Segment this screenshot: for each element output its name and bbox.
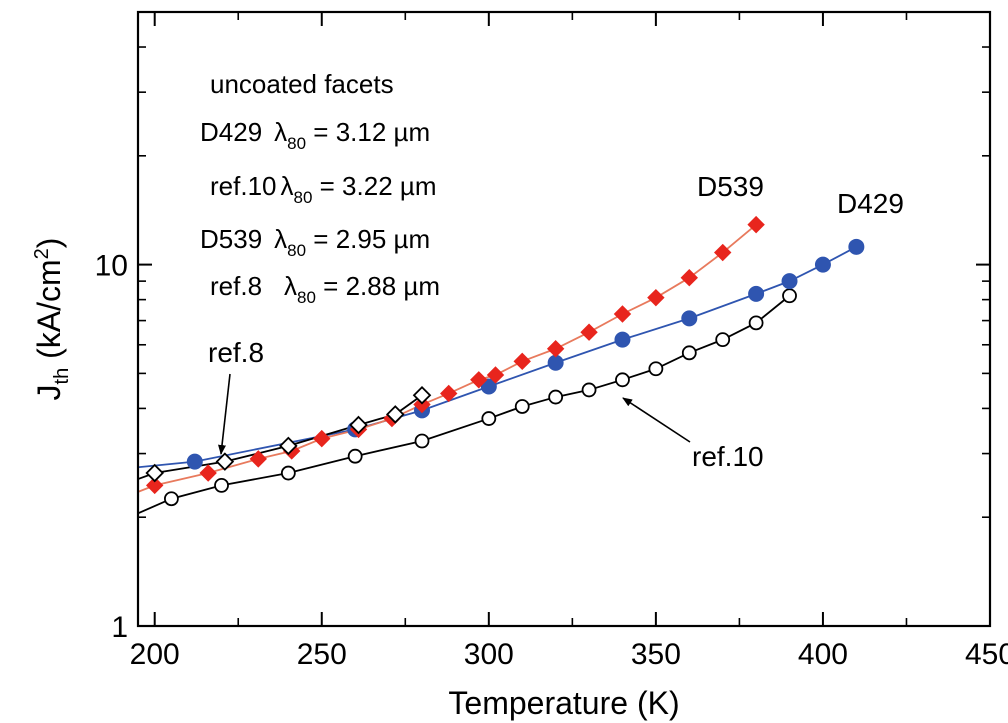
data-point [440,384,458,403]
y-axis-title-main: J [31,384,67,400]
data-point [413,395,431,414]
data-point [680,268,699,287]
x-tick-label: 400 [798,638,848,671]
data-point [614,331,631,348]
data-point [414,433,430,449]
data-point [480,378,497,395]
series-label-ref8: ref.8 [208,337,264,368]
data-point [412,385,432,405]
data-point [313,429,331,448]
annotation-sample: D539 [200,224,262,254]
series-line [138,394,423,480]
data-point [547,354,564,371]
data-point [279,436,298,456]
data-point [280,465,296,481]
data-point [848,238,865,255]
data-point [681,345,697,361]
data-point [186,453,203,470]
data-point [782,288,797,304]
data-point [214,477,229,493]
y-tick-label: 1 [111,611,128,644]
data-point [613,305,632,323]
marker-layer [145,215,865,507]
y-axis-title-unit-open: (kA/cm [31,259,67,367]
y-tick-label: 10 [95,250,128,283]
y-axis-title: Jth (kA/cm2) [31,238,73,401]
data-point [513,352,531,371]
data-point [215,452,235,471]
annotation-header: uncoated facets [210,69,394,99]
data-point [546,340,565,358]
tick-layer [138,12,991,627]
data-point [814,256,831,273]
data-point [681,310,698,327]
x-tick-label: 450 [965,638,1008,671]
data-point [470,371,488,389]
arrow-ref10 [622,397,691,443]
data-point [514,399,530,414]
series-label-ref10: ref.10 [692,441,764,472]
data-point [781,273,798,290]
series-label-d429: D429 [837,188,904,219]
annotation-sample: ref.8 [210,271,262,301]
annotation-line-d429: D429 λ80 = 3.12 µm [200,117,430,153]
annotation-sample: D429 [200,117,262,147]
data-point [748,315,764,331]
x-tick-label: 250 [297,638,347,671]
data-point [581,382,597,398]
data-point [647,288,665,307]
data-point [615,372,630,388]
x-axis-title: Temperature (K) [448,685,679,721]
data-point [347,448,363,464]
data-point [164,491,179,507]
series-line [138,295,791,515]
data-point [199,464,217,482]
tick-label-layer: 200 250 300 350 400 450 1 10 [95,250,1008,671]
data-point [145,476,164,495]
data-point [748,285,765,302]
data-point [648,361,664,377]
annotation-line-ref10: ref.10 λ80 = 3.22 µm [210,171,437,207]
data-point [747,215,765,234]
data-point [580,323,598,341]
data-point [145,463,164,483]
data-point [481,411,497,426]
annotation-line-ref8: ref.8 λ80 = 2.88 µm [210,271,440,307]
data-point [548,389,564,405]
plot-frame [136,10,992,628]
annotation-line-d539: D539 λ80 = 2.95 µm [200,224,430,260]
x-tick-label: 200 [130,638,180,671]
y-axis-title-unit-close: ) [31,238,67,249]
series-label-d539: D539 [697,171,764,202]
x-tick-label: 350 [631,638,681,671]
annotation-sample: ref.10 [210,171,277,201]
data-point [713,243,732,262]
data-point [486,366,505,384]
data-point [385,405,405,424]
y-axis-title-unit-sup: 2 [31,248,53,259]
data-point [349,415,368,435]
x-tick-label: 300 [464,638,514,671]
data-point [249,450,267,468]
data-point [715,332,731,348]
arrow-ref8 [218,373,231,455]
y-axis-title-sub: th [51,368,73,385]
